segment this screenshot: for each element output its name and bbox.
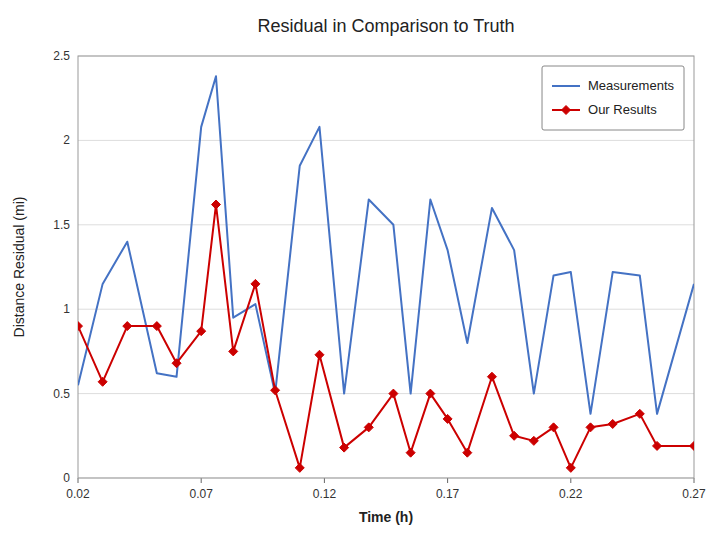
plot-frame [78, 56, 694, 478]
grid-line-y [78, 140, 694, 141]
tick-label-x: 0.17 [436, 487, 460, 501]
grid-line-y [78, 393, 694, 394]
marker [510, 431, 519, 440]
title: Residual in Comparison to Truth [257, 16, 514, 36]
legend-label: Measurements [588, 78, 674, 93]
marker [315, 350, 324, 359]
marker [426, 389, 435, 398]
tick-x [78, 478, 79, 483]
marker [463, 448, 472, 457]
tick-x [570, 478, 571, 483]
marker [211, 200, 220, 209]
tick-x [447, 478, 448, 483]
marker [586, 423, 595, 432]
marker [549, 423, 558, 432]
marker [562, 106, 571, 115]
axes: 0 0.5 1 1.5 2 2.5 0.02 0.07 0.12 0.17 0.22 0.27 [53, 49, 706, 501]
grid-line-y [78, 224, 694, 225]
marker [197, 327, 206, 336]
tick-label-x: 0.12 [313, 487, 337, 501]
marker [635, 409, 644, 418]
marker [340, 443, 349, 452]
legend-box [542, 66, 684, 130]
marker [295, 463, 304, 472]
y-axis-label: Distance Residual (mi) [11, 197, 27, 338]
marker [78, 322, 83, 331]
tick-label-x: 0.07 [190, 487, 214, 501]
legend-swatch [552, 85, 580, 87]
tick-label-x: 0.27 [682, 487, 706, 501]
tick-label-y: 1.5 [53, 218, 70, 232]
marker [251, 279, 260, 288]
grid-line-y [78, 309, 694, 310]
chart-container: 0 0.5 1 1.5 2 2.5 0.02 0.07 0.12 0.17 0.22 0.27 Resi… [0, 0, 720, 540]
legend-label: Our Results [588, 102, 657, 117]
marker [608, 419, 617, 428]
marker [98, 377, 107, 386]
marker [529, 436, 538, 445]
marker [271, 386, 280, 395]
x-axis-label: Time (h) [359, 509, 413, 525]
tick-label-y: 2 [63, 133, 70, 147]
marker [389, 389, 398, 398]
data-area [78, 76, 694, 472]
marker [443, 414, 452, 423]
tick-label-y: 0.5 [53, 387, 70, 401]
marker [653, 441, 662, 450]
marker [566, 463, 575, 472]
tick-x [694, 478, 695, 483]
marker [487, 372, 496, 381]
chart-svg: 0 0.5 1 1.5 2 2.5 0.02 0.07 0.12 0.17 0.22 0.27 Resi… [0, 0, 720, 540]
tick-label-y: 1 [63, 302, 70, 316]
tick-x [324, 478, 325, 483]
marker [172, 359, 181, 368]
tick-x [201, 478, 202, 483]
marker [690, 441, 695, 450]
marker [406, 448, 415, 457]
marker [364, 423, 373, 432]
marker [152, 322, 161, 331]
tick-label-x: 0.02 [66, 487, 90, 501]
legend: Measurements Our Results [542, 66, 684, 130]
tick-label-y: 2.5 [53, 49, 70, 63]
marker [229, 347, 238, 356]
tick-label-x: 0.22 [559, 487, 583, 501]
marker [123, 322, 132, 331]
series-line [78, 205, 694, 468]
tick-label-y: 0 [63, 471, 70, 485]
